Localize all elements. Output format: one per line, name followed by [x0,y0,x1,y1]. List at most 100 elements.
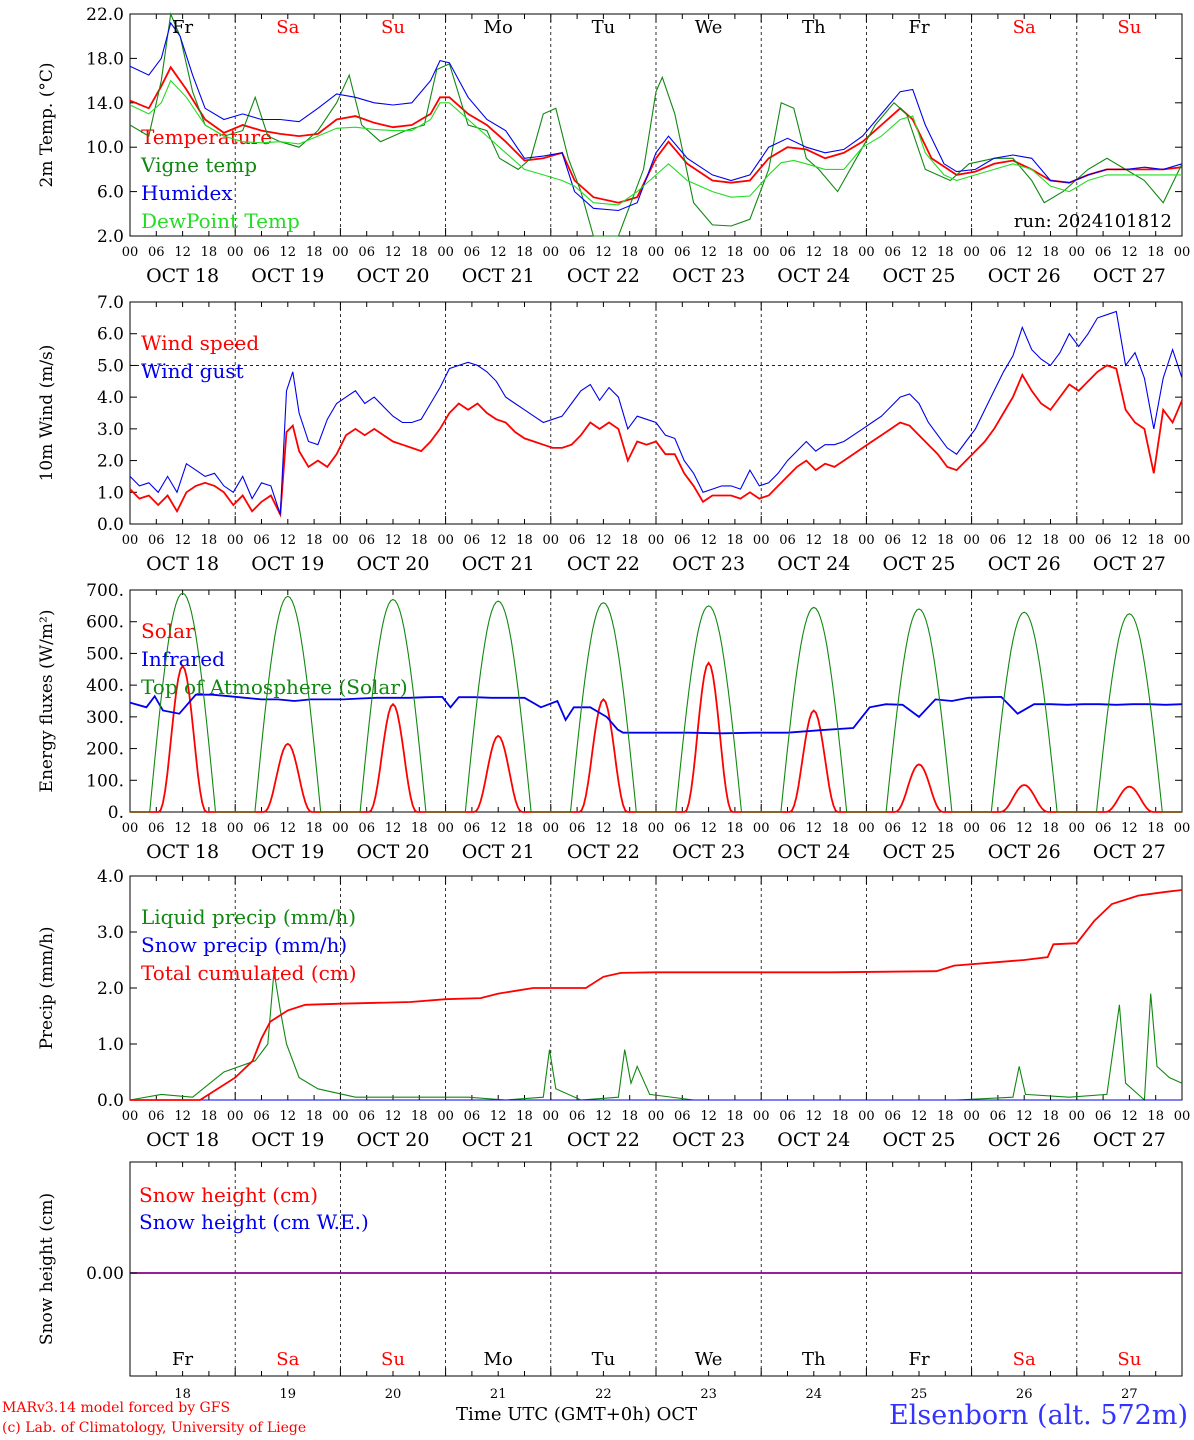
hour-label: 00 [122,533,139,548]
hour-label: 12 [490,533,507,548]
hour-label: 12 [385,1109,402,1124]
y-tick-label: 1.0 [97,1035,124,1055]
hour-label: 06 [464,1109,481,1124]
hour-label: 12 [911,821,928,836]
date-label: OCT 27 [1093,1129,1166,1151]
precip-y-axis-label: Precip (mm/h) [37,926,57,1049]
date-label: OCT 23 [672,553,745,575]
hour-label: 00 [437,1109,454,1124]
series-line-0 [129,364,1183,518]
day-name-label: Fr [172,17,193,38]
hour-label: 18 [411,1109,428,1124]
hour-label: 06 [464,533,481,548]
hour-label: 00 [1174,533,1191,548]
series-line-1 [129,11,1183,237]
hour-label: 06 [148,1109,165,1124]
legend-entry: Wind gust [141,359,244,383]
hour-label: 06 [253,821,270,836]
day-name-label: We [695,17,723,38]
day-name-label: Sa [276,1349,299,1370]
series-line-3 [129,79,1182,206]
day-name-label: Th [802,17,826,38]
month-label: OCT [656,1404,698,1425]
hour-label: 06 [464,245,481,260]
y-tick-label: 4.0 [97,867,124,887]
legend-entry: Humidex [141,181,233,205]
hour-label: 00 [858,245,875,260]
date-label: OCT 20 [356,265,429,287]
day-name-label: Su [381,1349,405,1370]
hour-label: 12 [1016,245,1033,260]
hour-label: 06 [569,245,586,260]
y-tick-label: 200. [86,740,124,760]
hour-label: 12 [174,533,191,548]
hour-label: 06 [990,533,1007,548]
hour-label: 12 [1016,821,1033,836]
energy-y-axis-label: Energy fluxes (W/m²) [37,610,57,793]
hour-label: 00 [543,533,560,548]
hour-label: 18 [937,1109,954,1124]
date-label: OCT 22 [567,553,640,575]
hour-label: 12 [911,245,928,260]
hour-label: 06 [884,533,901,548]
day-name-label: Fr [172,1349,193,1370]
snow-y-axis-label: Snow height (cm) [37,1193,57,1345]
hour-label: 06 [569,533,586,548]
day-name-label: Fr [908,17,929,38]
day-name-label: Mo [484,17,513,38]
hour-label: 12 [280,533,297,548]
hour-label: 06 [990,821,1007,836]
hour-label: 06 [148,821,165,836]
date-label: OCT 21 [462,1129,535,1151]
date-label: OCT 21 [462,841,535,863]
day-name-label: Su [381,17,405,38]
hour-label: 06 [358,821,375,836]
hour-label: 06 [253,245,270,260]
hour-label: 18 [516,821,533,836]
y-tick-label: 0.0 [97,1091,124,1111]
hour-label: 18 [1147,245,1164,260]
hour-label: 12 [806,245,823,260]
legend-entry: Snow height (cm W.E.) [139,1210,369,1234]
y-tick-label: 0.00 [86,1264,124,1284]
hour-label: 06 [569,1109,586,1124]
date-label: OCT 19 [251,265,324,287]
hour-label: 06 [884,245,901,260]
hour-label: 12 [174,1109,191,1124]
hour-label: 12 [700,245,717,260]
hour-label: 18 [621,821,638,836]
hour-label: 12 [490,821,507,836]
y-tick-label: 100. [86,771,124,791]
date-label: OCT 27 [1093,841,1166,863]
legend-entry: Snow height (cm) [139,1183,318,1207]
y-tick-label: 6.0 [97,183,124,203]
hour-label: 18 [937,245,954,260]
hour-label: 18 [201,1109,218,1124]
hour-label: 00 [1174,245,1191,260]
hour-label: 18 [937,821,954,836]
day-number-label: 25 [911,1387,928,1400]
hour-label: 00 [227,1109,244,1124]
hour-label: 00 [753,245,770,260]
hour-label: 12 [595,533,612,548]
panel-energy: Energy fluxes (W/m²) 0. 100. 200. 300. 400. 50… [37,581,1190,863]
series-line-0 [129,65,1183,204]
legend-entry: Liquid precip (mm/h) [141,905,356,929]
hour-label: 00 [1069,1109,1086,1124]
hour-label: 18 [306,821,323,836]
hour-label: 18 [621,533,638,548]
hour-label: 12 [595,245,612,260]
hour-label: 00 [543,1109,560,1124]
legend-entry: Snow precip (mm/h) [141,933,347,957]
hour-label: 00 [437,533,454,548]
station-name: Elsenborn (alt. 572m) [889,1400,1188,1431]
y-tick-label: 0.0 [97,515,124,535]
hour-label: 06 [779,533,796,548]
hour-label: 00 [122,245,139,260]
legend-entry: DewPoint Temp [141,209,300,233]
y-tick-label: 0. [108,803,124,823]
hour-label: 06 [884,1109,901,1124]
hour-label: 00 [753,821,770,836]
day-name-label: Fr [908,1349,929,1370]
hour-label: 06 [674,533,691,548]
